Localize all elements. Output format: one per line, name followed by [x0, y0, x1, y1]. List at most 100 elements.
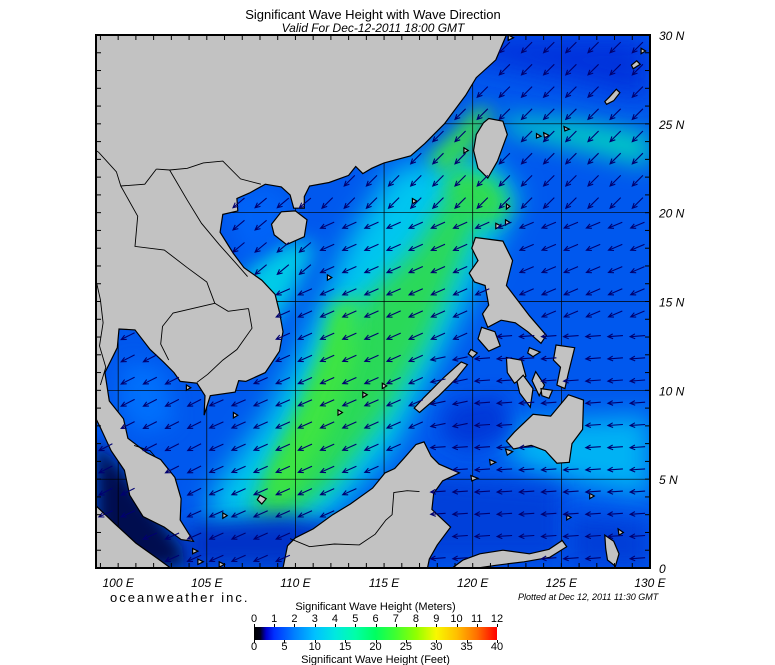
wave-arrow [607, 243, 623, 252]
wave-arrow [606, 488, 623, 495]
land-penghu [463, 146, 470, 155]
lat-tick-label: 30 N [659, 29, 685, 43]
wave-arrow [341, 221, 357, 229]
wave-arrow [540, 466, 557, 473]
wave-arrow [363, 443, 379, 451]
cb-meters-label: 3 [311, 613, 318, 625]
wave-arrow [606, 466, 623, 473]
wave-arrow [629, 310, 645, 318]
wave-arrow [341, 332, 357, 340]
land-taiwan [472, 117, 508, 179]
wave-arrow [363, 243, 379, 252]
lon-tick-label: 125 E [546, 576, 578, 590]
wave-arrow [341, 488, 357, 496]
wave-arrow [319, 510, 335, 518]
wave-arrow [562, 555, 579, 562]
wave-arrow [476, 175, 489, 187]
wave-arrow [562, 488, 579, 495]
wave-arrow [385, 443, 401, 451]
colorbar-tick [254, 624, 255, 627]
wave-arrow [454, 197, 466, 210]
wave-arrow [584, 333, 601, 340]
wave-arrow [429, 422, 446, 429]
wave-arrow [474, 288, 490, 296]
field-taiwan-strait-green [426, 107, 494, 174]
wave-arrow [186, 554, 202, 562]
wave-arrow [518, 266, 534, 274]
wave-arrow [540, 377, 557, 384]
degree-ticks [96, 35, 651, 568]
wave-arrow [585, 221, 601, 229]
colorbar-tick [405, 640, 407, 643]
wave-arrow [495, 466, 513, 473]
wave-arrow [476, 108, 489, 121]
wave-arrow [520, 175, 533, 187]
cb-meters-label: 7 [392, 613, 399, 625]
wave-arrow [297, 465, 313, 474]
border-vietnam-laos [169, 169, 248, 277]
wave-arrow [275, 465, 291, 474]
wave-arrow [562, 377, 579, 384]
land-phu-quoc [185, 383, 192, 392]
field-gulf-thailand-light [118, 361, 175, 433]
wave-arrow [431, 197, 444, 210]
wave-arrow [407, 310, 424, 318]
wave-arrow [341, 376, 357, 385]
wave-arrow [562, 333, 579, 340]
wave-arrows [97, 41, 646, 562]
wave-arrow [498, 152, 511, 165]
wave-arrow [385, 376, 401, 385]
land-negros [516, 374, 534, 409]
wave-arrow [319, 421, 335, 429]
colorbar-tick [314, 624, 316, 627]
wave-arrow [629, 266, 645, 274]
wave-arrow [363, 354, 379, 363]
lon-tick-label: 130 E [634, 576, 666, 590]
wave-arrow [540, 243, 557, 252]
cb-meters-label: 2 [291, 613, 298, 625]
wave-arrow [363, 265, 379, 274]
wave-arrow [564, 86, 577, 99]
wave-arrow [321, 197, 334, 210]
wave-arrow [562, 466, 579, 473]
wave-arrow [363, 310, 379, 318]
wave-arrow [584, 533, 601, 540]
wave-arrow [297, 488, 313, 496]
land-spratly-a [362, 391, 369, 399]
wave-arrow [275, 532, 291, 540]
wave-arrow [451, 555, 468, 562]
lat-tick-label: 5 N [659, 473, 678, 487]
wave-arrow [518, 221, 534, 229]
colorbar-tick [436, 640, 438, 643]
wave-arrow [230, 532, 246, 540]
wave-arrow [164, 376, 180, 385]
wave-arrow [407, 354, 424, 363]
wave-arrow [275, 310, 291, 318]
land-con-son [232, 411, 239, 419]
wave-arrow [275, 332, 291, 340]
wave-arrow [254, 197, 267, 209]
wave-arrow [297, 332, 313, 340]
wave-arrow [208, 488, 224, 496]
land-luzon [468, 236, 548, 345]
wave-arrow [495, 444, 513, 451]
wave-arrow [584, 377, 601, 384]
wave-arrow [186, 443, 202, 452]
wave-arrow [298, 197, 312, 209]
wave-arrow [385, 243, 401, 252]
wave-arrow [451, 444, 468, 451]
wave-arrow [97, 510, 113, 518]
wave-arrow [142, 532, 158, 540]
wave-arrow [297, 510, 313, 518]
wave-arrow [564, 130, 577, 143]
wave-arrow [562, 511, 579, 517]
land-sumatra [96, 504, 172, 568]
lat-tick-label: 10 N [659, 384, 685, 398]
wave-arrow [473, 533, 491, 540]
wave-arrow [629, 221, 645, 229]
border-laos-thailand [120, 185, 216, 304]
wave-arrow [297, 399, 313, 407]
wave-arrow [473, 422, 491, 429]
wave-arrow [609, 175, 622, 187]
